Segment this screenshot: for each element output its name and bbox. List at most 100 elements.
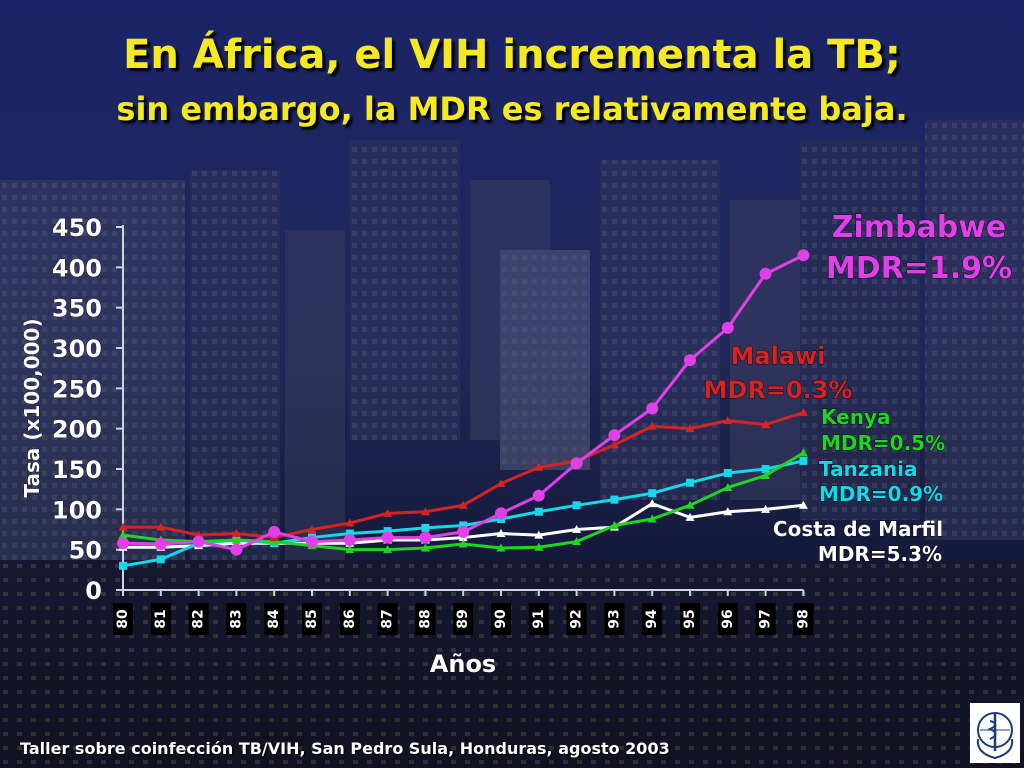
data-point-malawi bbox=[761, 420, 771, 429]
x-tick-label-box bbox=[793, 603, 814, 635]
x-tick-label-box bbox=[264, 603, 285, 635]
y-tick-label: 300 bbox=[52, 335, 102, 363]
y-tick-label: 50 bbox=[69, 537, 102, 565]
data-point-costa-de-marfil bbox=[723, 507, 733, 516]
footer-caption: Taller sobre coinfección TB/VIH, San Ped… bbox=[20, 739, 670, 758]
data-point-tanzania bbox=[119, 561, 127, 570]
x-tick-label-box bbox=[717, 603, 738, 635]
who-emblem-icon bbox=[970, 703, 1020, 763]
data-point-tanzania bbox=[686, 478, 694, 487]
data-point-tanzania bbox=[610, 495, 619, 504]
data-point-zimbabwe bbox=[381, 531, 394, 544]
x-tick-label-box bbox=[755, 603, 776, 635]
data-point-costa-de-marfil bbox=[572, 525, 582, 533]
x-tick-label: 95 bbox=[682, 609, 698, 628]
data-point-malawi bbox=[383, 508, 393, 517]
x-tick-label: 88 bbox=[417, 609, 433, 628]
series-tanzania bbox=[119, 456, 808, 570]
data-point-malawi bbox=[723, 416, 733, 425]
series-zimbabwe bbox=[117, 249, 810, 556]
data-point-zimbabwe bbox=[117, 537, 129, 550]
data-point-tanzania bbox=[799, 456, 808, 465]
data-point-tanzania bbox=[421, 523, 430, 532]
data-point-zimbabwe bbox=[343, 533, 356, 546]
data-point-zimbabwe bbox=[154, 538, 167, 551]
series-label-zimbabwe: Zimbabwe bbox=[832, 210, 1007, 245]
slide-subtitle: sin embargo, la MDR es relativamente baj… bbox=[116, 90, 908, 128]
data-point-zimbabwe bbox=[457, 525, 470, 538]
data-point-malawi bbox=[118, 522, 128, 531]
data-point-tanzania bbox=[648, 489, 657, 498]
data-point-zimbabwe bbox=[192, 535, 205, 548]
series-mdr-label-tanzania: MDR=0.9% bbox=[819, 482, 943, 506]
x-tick-label-box bbox=[113, 603, 133, 635]
series-line-malawi bbox=[123, 411, 804, 540]
y-tick-label: 350 bbox=[52, 295, 102, 323]
data-point-kenya bbox=[798, 448, 808, 457]
data-point-costa-de-marfil bbox=[685, 512, 695, 521]
series-mdr-label-kenya: MDR=0.5% bbox=[821, 431, 945, 455]
data-point-costa-de-marfil bbox=[534, 530, 544, 539]
data-point-tanzania bbox=[761, 465, 770, 473]
data-point-tanzania bbox=[156, 555, 165, 564]
data-point-zimbabwe bbox=[230, 543, 243, 556]
data-point-kenya bbox=[383, 545, 393, 554]
series-mdr-label-malawi: MDR=0.3% bbox=[704, 376, 853, 404]
x-tick-label-box bbox=[642, 603, 663, 635]
data-point-malawi bbox=[420, 507, 430, 516]
x-tick-label: 85 bbox=[304, 609, 320, 628]
data-point-kenya bbox=[458, 539, 468, 548]
x-tick-label-box bbox=[377, 603, 398, 635]
series-line-tanzania bbox=[122, 459, 804, 568]
y-tick-label: 400 bbox=[52, 254, 102, 282]
x-tick-label: 80 bbox=[115, 609, 131, 629]
x-tick-label: 84 bbox=[266, 609, 282, 629]
data-point-kenya bbox=[723, 483, 733, 492]
data-point-malawi bbox=[609, 440, 619, 449]
x-tick-label: 81 bbox=[153, 609, 169, 628]
x-tick-label: 87 bbox=[380, 609, 396, 628]
data-point-malawi bbox=[458, 500, 468, 509]
series-label-costa-de-marfil: Costa de Marfil bbox=[773, 517, 943, 541]
data-point-kenya bbox=[609, 520, 619, 529]
chart-axes: 0 50 100 150 200 250 300 350 400 450 80 81 82 83 84 85 8… bbox=[20, 214, 814, 678]
y-tick-label: 200 bbox=[52, 416, 102, 444]
data-point-zimbabwe bbox=[646, 402, 659, 415]
x-tick-label-box bbox=[680, 603, 700, 635]
data-point-malawi bbox=[307, 525, 317, 533]
data-point-kenya bbox=[685, 500, 695, 509]
data-point-malawi bbox=[798, 408, 808, 417]
data-point-malawi bbox=[534, 462, 544, 471]
x-tick-label-box bbox=[226, 603, 247, 635]
x-tick-label: 90 bbox=[493, 609, 509, 629]
series-label-malawi: Malawi bbox=[731, 342, 826, 370]
data-point-zimbabwe bbox=[306, 535, 318, 548]
data-point-malawi bbox=[156, 522, 166, 531]
x-tick-label: 91 bbox=[531, 609, 547, 628]
x-tick-label-box bbox=[566, 603, 587, 635]
data-point-zimbabwe bbox=[684, 354, 696, 367]
data-point-costa-de-marfil bbox=[761, 504, 771, 513]
series-mdr-label-costa-de-marfil: MDR=5.3% bbox=[818, 542, 942, 566]
x-tick-label: 93 bbox=[606, 609, 622, 628]
data-point-costa-de-marfil bbox=[496, 529, 506, 538]
data-point-kenya bbox=[572, 537, 582, 546]
data-point-tanzania bbox=[345, 529, 354, 538]
y-tick-label: 250 bbox=[52, 375, 102, 403]
x-tick-label: 92 bbox=[569, 609, 585, 628]
data-point-zimbabwe bbox=[495, 507, 507, 520]
data-point-costa-de-marfil bbox=[798, 500, 808, 509]
x-tick-label-box bbox=[491, 603, 511, 635]
data-point-kenya bbox=[345, 545, 355, 554]
data-point-kenya bbox=[647, 514, 657, 523]
series-lines bbox=[117, 249, 810, 570]
x-tick-label: 82 bbox=[191, 609, 207, 628]
y-tick-label: 100 bbox=[52, 496, 102, 524]
data-point-malawi bbox=[647, 421, 657, 430]
x-tick-label: 86 bbox=[342, 609, 358, 628]
x-tick-label: 97 bbox=[758, 609, 774, 628]
x-axis-title: Años bbox=[430, 650, 496, 678]
data-point-tanzania bbox=[723, 469, 732, 478]
data-point-kenya bbox=[496, 543, 506, 552]
data-point-kenya bbox=[269, 537, 279, 546]
